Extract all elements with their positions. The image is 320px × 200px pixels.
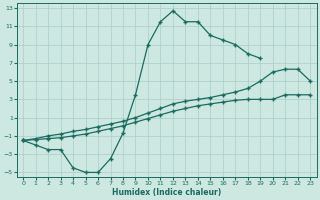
X-axis label: Humidex (Indice chaleur): Humidex (Indice chaleur) (112, 188, 221, 197)
